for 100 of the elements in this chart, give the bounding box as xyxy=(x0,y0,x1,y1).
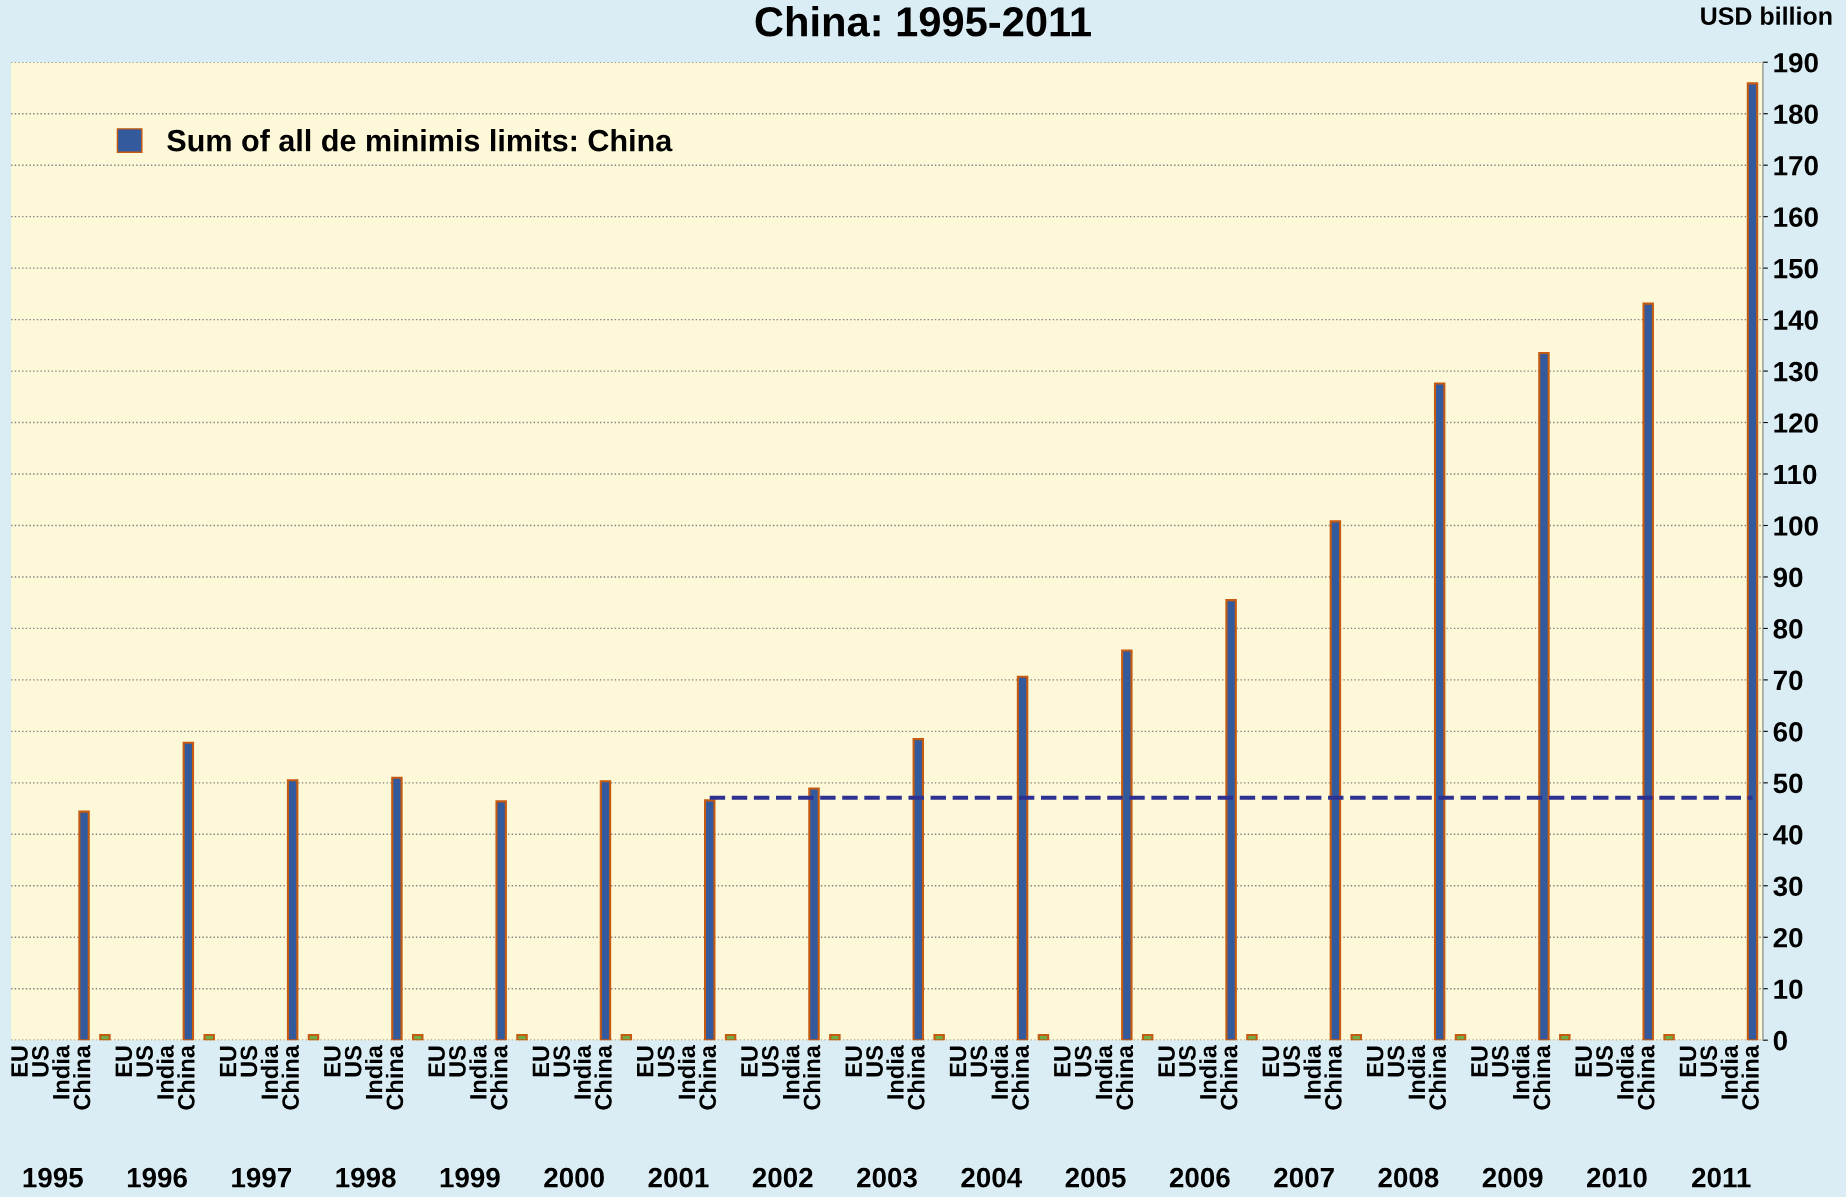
x-tick-label: US xyxy=(761,1045,779,1077)
x-tick-label: US xyxy=(1283,1045,1301,1077)
x-tick-label: India xyxy=(156,1044,174,1099)
text: 2008 xyxy=(1378,1167,1439,1188)
x-tick-label: EU xyxy=(1679,1046,1697,1077)
x-tick-label: India xyxy=(1616,1044,1634,1099)
y-tick-label: 100 xyxy=(1774,516,1818,536)
x-tick-label: EU xyxy=(949,1046,967,1077)
bar xyxy=(1225,599,1237,1041)
x-tick-label: China xyxy=(1428,1044,1447,1110)
x-tick-label: US xyxy=(866,1045,883,1077)
y-tick-label: 110 xyxy=(1774,464,1817,485)
y-tick-label: 140 xyxy=(1774,310,1818,330)
x-tick-label: China xyxy=(1741,1044,1759,1110)
bar xyxy=(1329,520,1342,1041)
bar xyxy=(933,1034,945,1041)
x-tick-label: India xyxy=(677,1044,696,1099)
bar xyxy=(99,1034,111,1041)
bar xyxy=(1746,82,1759,1041)
x-tick-label: India xyxy=(1094,1044,1113,1099)
y-tick-label: 60 xyxy=(1773,722,1803,742)
bar xyxy=(307,1034,320,1041)
y-tick-label: 30 xyxy=(1773,876,1803,897)
x-tick-label: US xyxy=(1074,1045,1092,1077)
x-tick-label: India xyxy=(1303,1044,1321,1099)
bar xyxy=(286,779,299,1041)
x-tick-label: India xyxy=(260,1044,279,1099)
x-tick-label: US xyxy=(344,1045,362,1077)
x-tick-label: EU xyxy=(637,1046,654,1077)
x-tick-label: EU xyxy=(11,1046,28,1077)
text: 2002 xyxy=(752,1167,813,1188)
text: 2010 xyxy=(1587,1167,1647,1188)
x-tick-label: India xyxy=(52,1044,70,1099)
bar xyxy=(1663,1034,1675,1041)
y-tick-label: 40 xyxy=(1773,824,1803,845)
x-tick-label: India xyxy=(1407,1044,1426,1099)
x-tick-label: US xyxy=(240,1045,258,1077)
x-tick-label: China xyxy=(1220,1044,1238,1110)
x-tick-label: India xyxy=(573,1044,591,1099)
y-tick-label: 80 xyxy=(1773,619,1803,639)
x-tick-label: EU xyxy=(324,1046,341,1077)
x-tick-label: India xyxy=(1199,1044,1217,1099)
x-tick-label: EU xyxy=(1366,1046,1384,1077)
x-tick-label: China xyxy=(385,1044,404,1110)
x-tick-label: India xyxy=(1720,1044,1738,1099)
y-tick-label: 20 xyxy=(1773,927,1803,948)
y-tick-label: 10 xyxy=(1774,979,1803,1000)
bar xyxy=(1016,675,1029,1041)
x-tick-label: US xyxy=(1596,1045,1613,1077)
bar xyxy=(829,1034,841,1041)
x-tick-label: EU xyxy=(219,1046,237,1077)
x-tick-label: China xyxy=(177,1044,195,1110)
legend-label: Sum of all de minimis limits: China xyxy=(167,129,673,152)
x-tick-label: EU xyxy=(1158,1046,1175,1077)
x-tick-label: EU xyxy=(1054,1046,1071,1077)
text: 2011 xyxy=(1692,1167,1751,1188)
bar xyxy=(808,787,820,1041)
x-tick-label: China xyxy=(1011,1044,1029,1110)
text: 1997 xyxy=(232,1167,292,1188)
text: 2000 xyxy=(544,1167,604,1188)
x-tick-label: US xyxy=(970,1045,988,1077)
bar xyxy=(1246,1034,1258,1041)
x-tick-label: China xyxy=(1532,1044,1551,1110)
x-tick-label: US xyxy=(1179,1045,1196,1077)
bar xyxy=(516,1034,528,1041)
bar xyxy=(724,1034,737,1041)
x-tick-label: US xyxy=(449,1045,466,1077)
x-tick-label: US xyxy=(657,1045,675,1077)
x-tick-label: India xyxy=(782,1044,800,1099)
x-tick-label: EU xyxy=(845,1046,863,1077)
x-tick-label: China xyxy=(803,1044,821,1110)
bar xyxy=(1121,649,1133,1041)
x-tick-label: China xyxy=(594,1044,612,1110)
x-tick-label: China xyxy=(698,1044,717,1110)
x-tick-label: India xyxy=(1512,1044,1530,1099)
y-tick-label: 120 xyxy=(1774,413,1818,433)
y-tick-label: 50 xyxy=(1773,773,1803,794)
text: 1999 xyxy=(440,1167,500,1188)
chart-title: China: 1995-2011 xyxy=(755,5,1091,37)
text: 1996 xyxy=(127,1167,187,1188)
y-tick-label: 130 xyxy=(1774,361,1818,382)
bar xyxy=(599,780,612,1041)
y-tick-label: 70 xyxy=(1773,670,1803,691)
text: 2006 xyxy=(1169,1167,1230,1188)
y-tick-label: 150 xyxy=(1774,258,1818,279)
text: 2007 xyxy=(1274,1167,1334,1188)
x-tick-label: India xyxy=(365,1044,383,1099)
y-tick-label: 90 xyxy=(1773,567,1803,588)
x-tick-label: China xyxy=(490,1044,508,1110)
x-tick-label: US xyxy=(1387,1045,1405,1077)
bar xyxy=(391,776,403,1041)
bar xyxy=(495,800,507,1041)
x-tick-label: China xyxy=(1115,1044,1134,1110)
x-tick-label: China xyxy=(281,1044,299,1110)
y-tick-label: 160 xyxy=(1774,207,1818,227)
x-tick-label: China xyxy=(1324,1044,1342,1110)
x-tick-label: China xyxy=(1637,1044,1655,1110)
bar xyxy=(1433,382,1446,1041)
x-tick-label: EU xyxy=(1262,1046,1280,1077)
bar xyxy=(1037,1034,1050,1041)
